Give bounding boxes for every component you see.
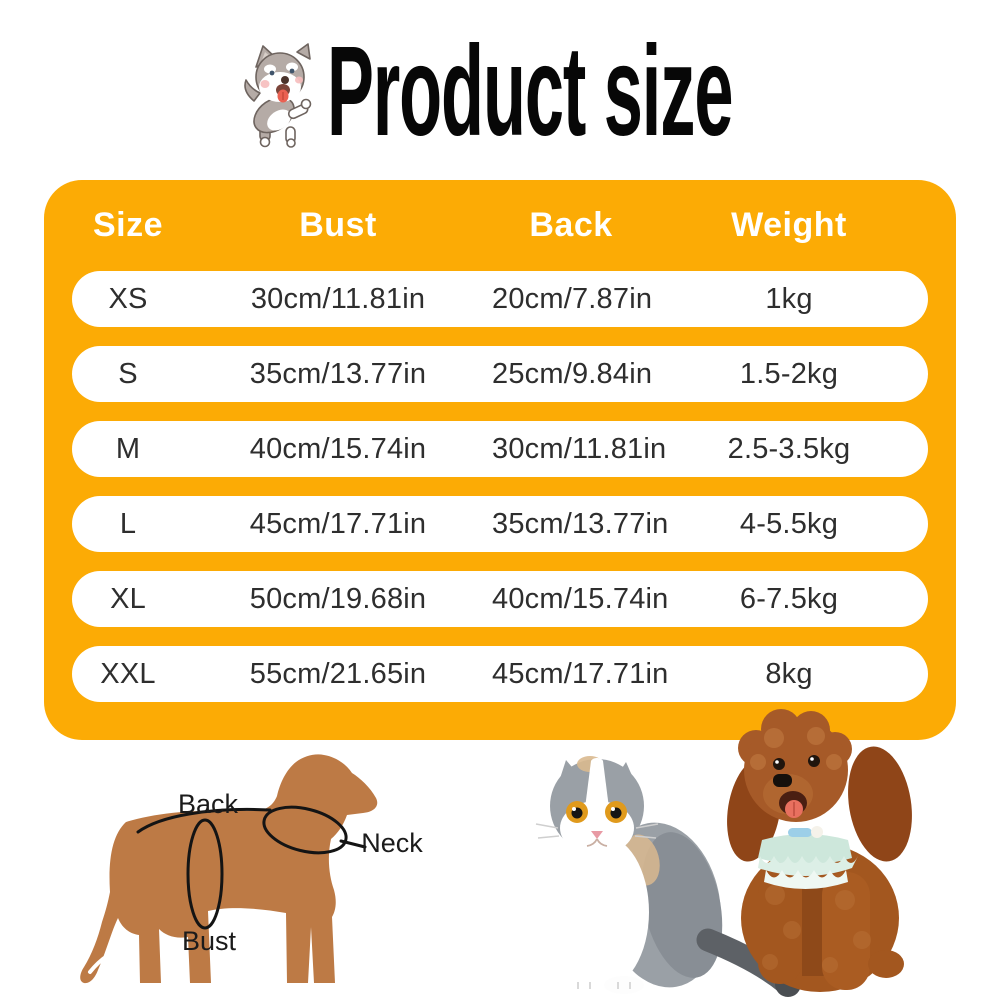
- table-row-xs: XS 30cm/11.81in 20cm/7.87in 1kg: [72, 271, 928, 327]
- poodle-collar-bow: [811, 826, 823, 838]
- bust-cell: 40cm/15.74in: [249, 432, 427, 465]
- back-measure-arc: [136, 807, 272, 834]
- page-title: Product size: [327, 20, 733, 163]
- dog-tail-highlight: [88, 954, 109, 974]
- header-bust: Bust: [299, 206, 377, 244]
- mascot-blush-left: [260, 80, 270, 88]
- cat-nose: [591, 831, 603, 839]
- weight-cell: 1kg: [765, 282, 813, 315]
- dog-measurement-silhouette: Back Neck Bust: [80, 754, 423, 984]
- poodle-head-highlights: [750, 727, 842, 770]
- cat-mouth: [586, 838, 608, 847]
- cat-blaze: [584, 758, 610, 816]
- poodle-nose: [773, 774, 792, 787]
- neck-pointer-line: [339, 839, 367, 849]
- bust-cell: 35cm/13.77in: [249, 357, 427, 390]
- bust-cell: 50cm/19.68in: [249, 582, 427, 615]
- cat-paw-left: [564, 976, 604, 994]
- bust-cell: 30cm/11.81in: [250, 282, 426, 315]
- mascot-right-eye: [289, 68, 295, 74]
- back-cell: 30cm/11.81in: [492, 432, 667, 465]
- cat-eye-glint: [572, 807, 576, 811]
- size-cell: XL: [110, 582, 146, 615]
- bust-label: Bust: [182, 926, 237, 956]
- size-table-panel: Size Bust Back Weight XS 30cm/11.81in 20…: [44, 180, 956, 740]
- poodle-illustration: [727, 709, 912, 992]
- poodle-collar-band: [788, 828, 812, 837]
- back-cell: 25cm/9.84in: [492, 357, 653, 390]
- weight-cell: 6-7.5kg: [739, 582, 839, 615]
- mascot-right-ear: [296, 43, 311, 60]
- header-weight: Weight: [731, 206, 847, 244]
- bust-measure-ellipse: [186, 818, 224, 930]
- back-cell: 40cm/15.74in: [492, 582, 669, 615]
- poodle-left-eye: [773, 758, 785, 770]
- page-header: Product size: [0, 0, 1000, 180]
- size-cell: XS: [108, 282, 148, 315]
- dog-silhouette-body: [80, 754, 378, 984]
- poodle-hind-paw: [868, 950, 904, 978]
- poodle-leg-gap-shadow: [802, 880, 824, 976]
- mascot-blush-right: [295, 76, 303, 84]
- size-cell: S: [118, 357, 138, 390]
- poodle-right-ear: [848, 746, 912, 862]
- header-size: Size: [92, 206, 164, 244]
- poodle-front-leg-right: [822, 872, 870, 990]
- table-row-xxl: XXL 55cm/21.65in 45cm/17.71in 8kg: [72, 646, 928, 702]
- table-row-l: L 45cm/17.71in 35cm/13.77in 4-5.5kg: [72, 496, 928, 552]
- mascot-tail: [244, 79, 261, 102]
- weight-cell: 2.5-3.5kg: [727, 432, 851, 465]
- poodle-front-leg-left: [758, 872, 802, 984]
- back-cell: 20cm/7.87in: [492, 282, 653, 315]
- mascot-front-paw: [286, 138, 296, 148]
- cat-and-poodle-photo: [535, 709, 912, 997]
- cat-illustration: [535, 756, 801, 997]
- table-row-s: S 35cm/13.77in 25cm/9.84in 1.5-2kg: [72, 346, 928, 402]
- mascot-hind-paw: [259, 136, 271, 148]
- neck-label: Neck: [361, 828, 423, 858]
- mascot-raised-paw: [300, 98, 312, 110]
- cat-eye-glint: [611, 807, 615, 811]
- weight-cell: 1.5-2kg: [739, 357, 839, 390]
- weight-cell: 8kg: [765, 657, 813, 690]
- mascot-brow-right: [286, 62, 298, 72]
- header-back: Back: [529, 206, 613, 244]
- poodle-fur-highlights: [762, 885, 871, 973]
- poodle-eye-glint: [775, 760, 779, 764]
- back-cell: 35cm/13.77in: [492, 507, 669, 540]
- size-cell: L: [119, 507, 137, 540]
- size-cell: M: [115, 432, 141, 465]
- table-row-m: M 40cm/15.74in 30cm/11.81in 2.5-3.5kg: [72, 421, 928, 477]
- husky-puppy-mascot-icon: [244, 43, 312, 148]
- cat-whiskers: [535, 823, 659, 839]
- neck-measure-ellipse: [262, 805, 348, 855]
- table-row-xl: XL 50cm/19.68in 40cm/15.74in 6-7.5kg: [72, 571, 928, 627]
- bust-cell: 45cm/17.71in: [249, 507, 427, 540]
- cat-chest: [555, 835, 649, 989]
- mascot-left-eye: [269, 70, 275, 76]
- poodle-right-eye: [808, 755, 820, 767]
- weight-cell: 4-5.5kg: [739, 507, 839, 540]
- poodle-lace-bib: [758, 826, 858, 889]
- cat-toe-lines: [577, 982, 631, 989]
- mascot-belly: [267, 109, 291, 131]
- size-table-header: Size Bust Back Weight: [72, 180, 928, 271]
- poodle-eye-glint: [810, 757, 814, 761]
- back-cell: 45cm/17.71in: [492, 657, 669, 690]
- mascot-nose: [281, 76, 289, 84]
- bust-cell: 55cm/21.65in: [249, 657, 427, 690]
- back-label: Back: [178, 789, 239, 819]
- size-cell: XXL: [100, 657, 156, 690]
- cat-paw-right: [604, 976, 644, 994]
